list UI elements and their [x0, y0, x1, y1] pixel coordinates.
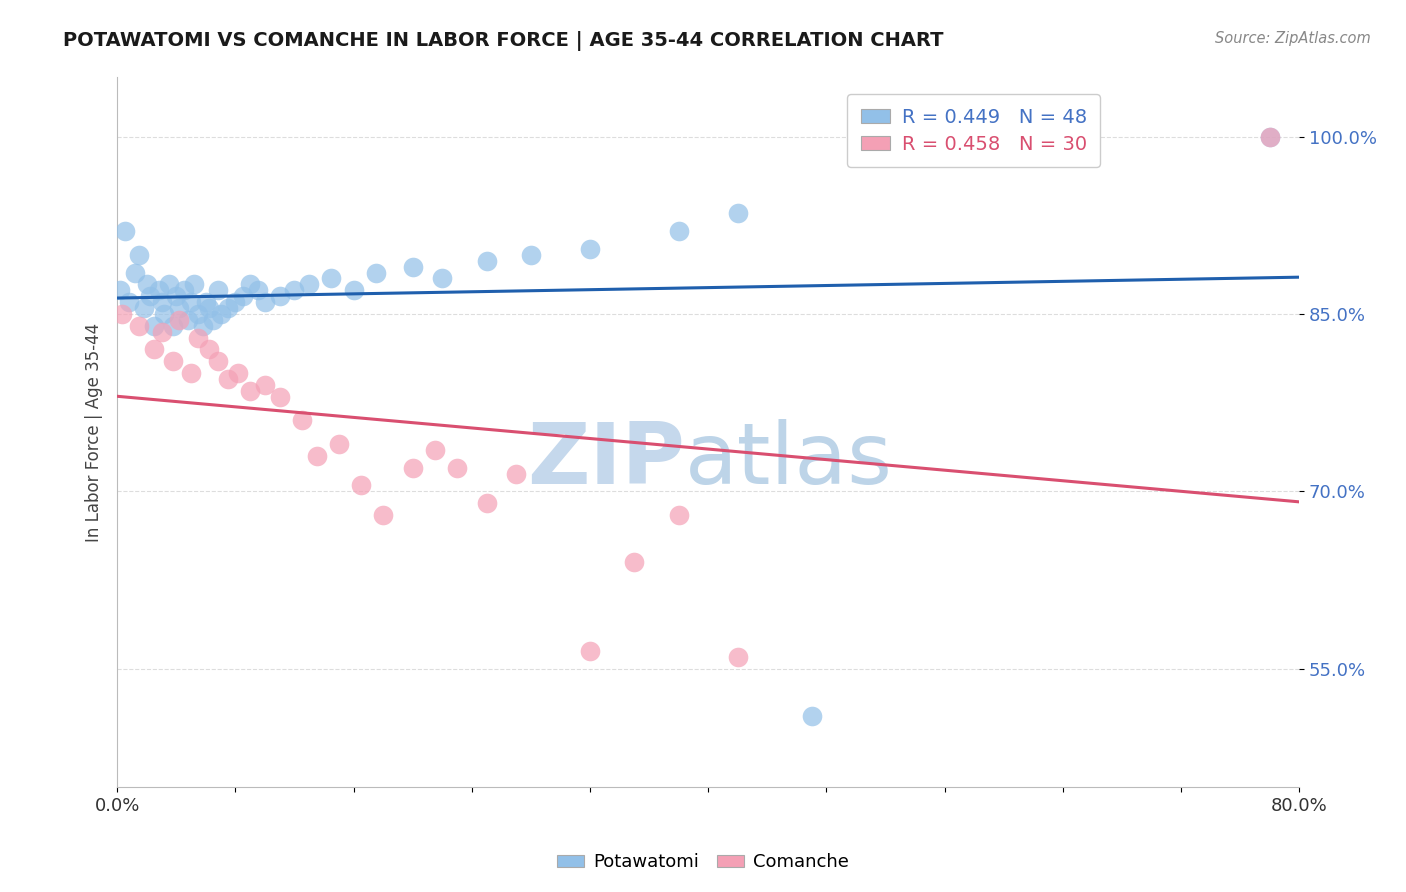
- Point: [1258, 129, 1281, 144]
- Point: [173, 283, 195, 297]
- Point: [165, 289, 187, 303]
- Point: [207, 283, 229, 297]
- Point: [446, 460, 468, 475]
- Point: [150, 295, 173, 310]
- Point: [224, 295, 246, 310]
- Point: [269, 390, 291, 404]
- Point: [187, 330, 209, 344]
- Point: [291, 413, 314, 427]
- Point: [148, 283, 170, 297]
- Point: [180, 366, 202, 380]
- Point: [128, 318, 150, 333]
- Point: [432, 271, 454, 285]
- Point: [253, 377, 276, 392]
- Point: [350, 478, 373, 492]
- Point: [138, 289, 160, 303]
- Point: [207, 354, 229, 368]
- Point: [162, 318, 184, 333]
- Point: [283, 283, 305, 297]
- Point: [520, 248, 543, 262]
- Point: [157, 277, 180, 292]
- Point: [202, 313, 225, 327]
- Point: [579, 644, 602, 658]
- Point: [727, 649, 749, 664]
- Text: Source: ZipAtlas.com: Source: ZipAtlas.com: [1215, 31, 1371, 46]
- Point: [167, 313, 190, 327]
- Point: [305, 449, 328, 463]
- Point: [194, 295, 217, 310]
- Point: [475, 253, 498, 268]
- Point: [183, 277, 205, 292]
- Text: atlas: atlas: [685, 419, 893, 502]
- Point: [118, 295, 141, 310]
- Point: [727, 206, 749, 220]
- Point: [423, 442, 446, 457]
- Point: [246, 283, 269, 297]
- Y-axis label: In Labor Force | Age 35-44: In Labor Force | Age 35-44: [86, 323, 103, 541]
- Point: [668, 508, 690, 522]
- Point: [150, 325, 173, 339]
- Point: [153, 307, 176, 321]
- Point: [128, 248, 150, 262]
- Point: [132, 301, 155, 315]
- Point: [402, 260, 425, 274]
- Text: ZIP: ZIP: [527, 419, 685, 502]
- Point: [209, 307, 232, 321]
- Point: [475, 496, 498, 510]
- Point: [198, 301, 221, 315]
- Point: [668, 224, 690, 238]
- Point: [579, 242, 602, 256]
- Point: [505, 467, 527, 481]
- Point: [623, 555, 645, 569]
- Point: [373, 508, 395, 522]
- Point: [253, 295, 276, 310]
- Point: [180, 295, 202, 310]
- Text: POTAWATOMI VS COMANCHE IN LABOR FORCE | AGE 35-44 CORRELATION CHART: POTAWATOMI VS COMANCHE IN LABOR FORCE | …: [63, 31, 943, 51]
- Point: [198, 343, 221, 357]
- Point: [269, 289, 291, 303]
- Point: [402, 460, 425, 475]
- Point: [135, 277, 157, 292]
- Point: [114, 224, 136, 238]
- Point: [124, 266, 146, 280]
- Point: [800, 709, 823, 723]
- Point: [217, 372, 239, 386]
- Point: [187, 307, 209, 321]
- Point: [167, 301, 190, 315]
- Point: [217, 301, 239, 315]
- Legend: R = 0.449   N = 48, R = 0.458   N = 30: R = 0.449 N = 48, R = 0.458 N = 30: [848, 95, 1101, 168]
- Point: [111, 307, 134, 321]
- Point: [321, 271, 343, 285]
- Point: [239, 384, 262, 398]
- Point: [143, 343, 166, 357]
- Point: [177, 313, 200, 327]
- Point: [328, 437, 350, 451]
- Point: [1258, 129, 1281, 144]
- Point: [342, 283, 364, 297]
- Point: [108, 283, 131, 297]
- Point: [191, 318, 214, 333]
- Point: [143, 318, 166, 333]
- Point: [239, 277, 262, 292]
- Legend: Potawatomi, Comanche: Potawatomi, Comanche: [550, 847, 856, 879]
- Point: [228, 366, 250, 380]
- Point: [364, 266, 387, 280]
- Point: [232, 289, 254, 303]
- Point: [298, 277, 321, 292]
- Point: [162, 354, 184, 368]
